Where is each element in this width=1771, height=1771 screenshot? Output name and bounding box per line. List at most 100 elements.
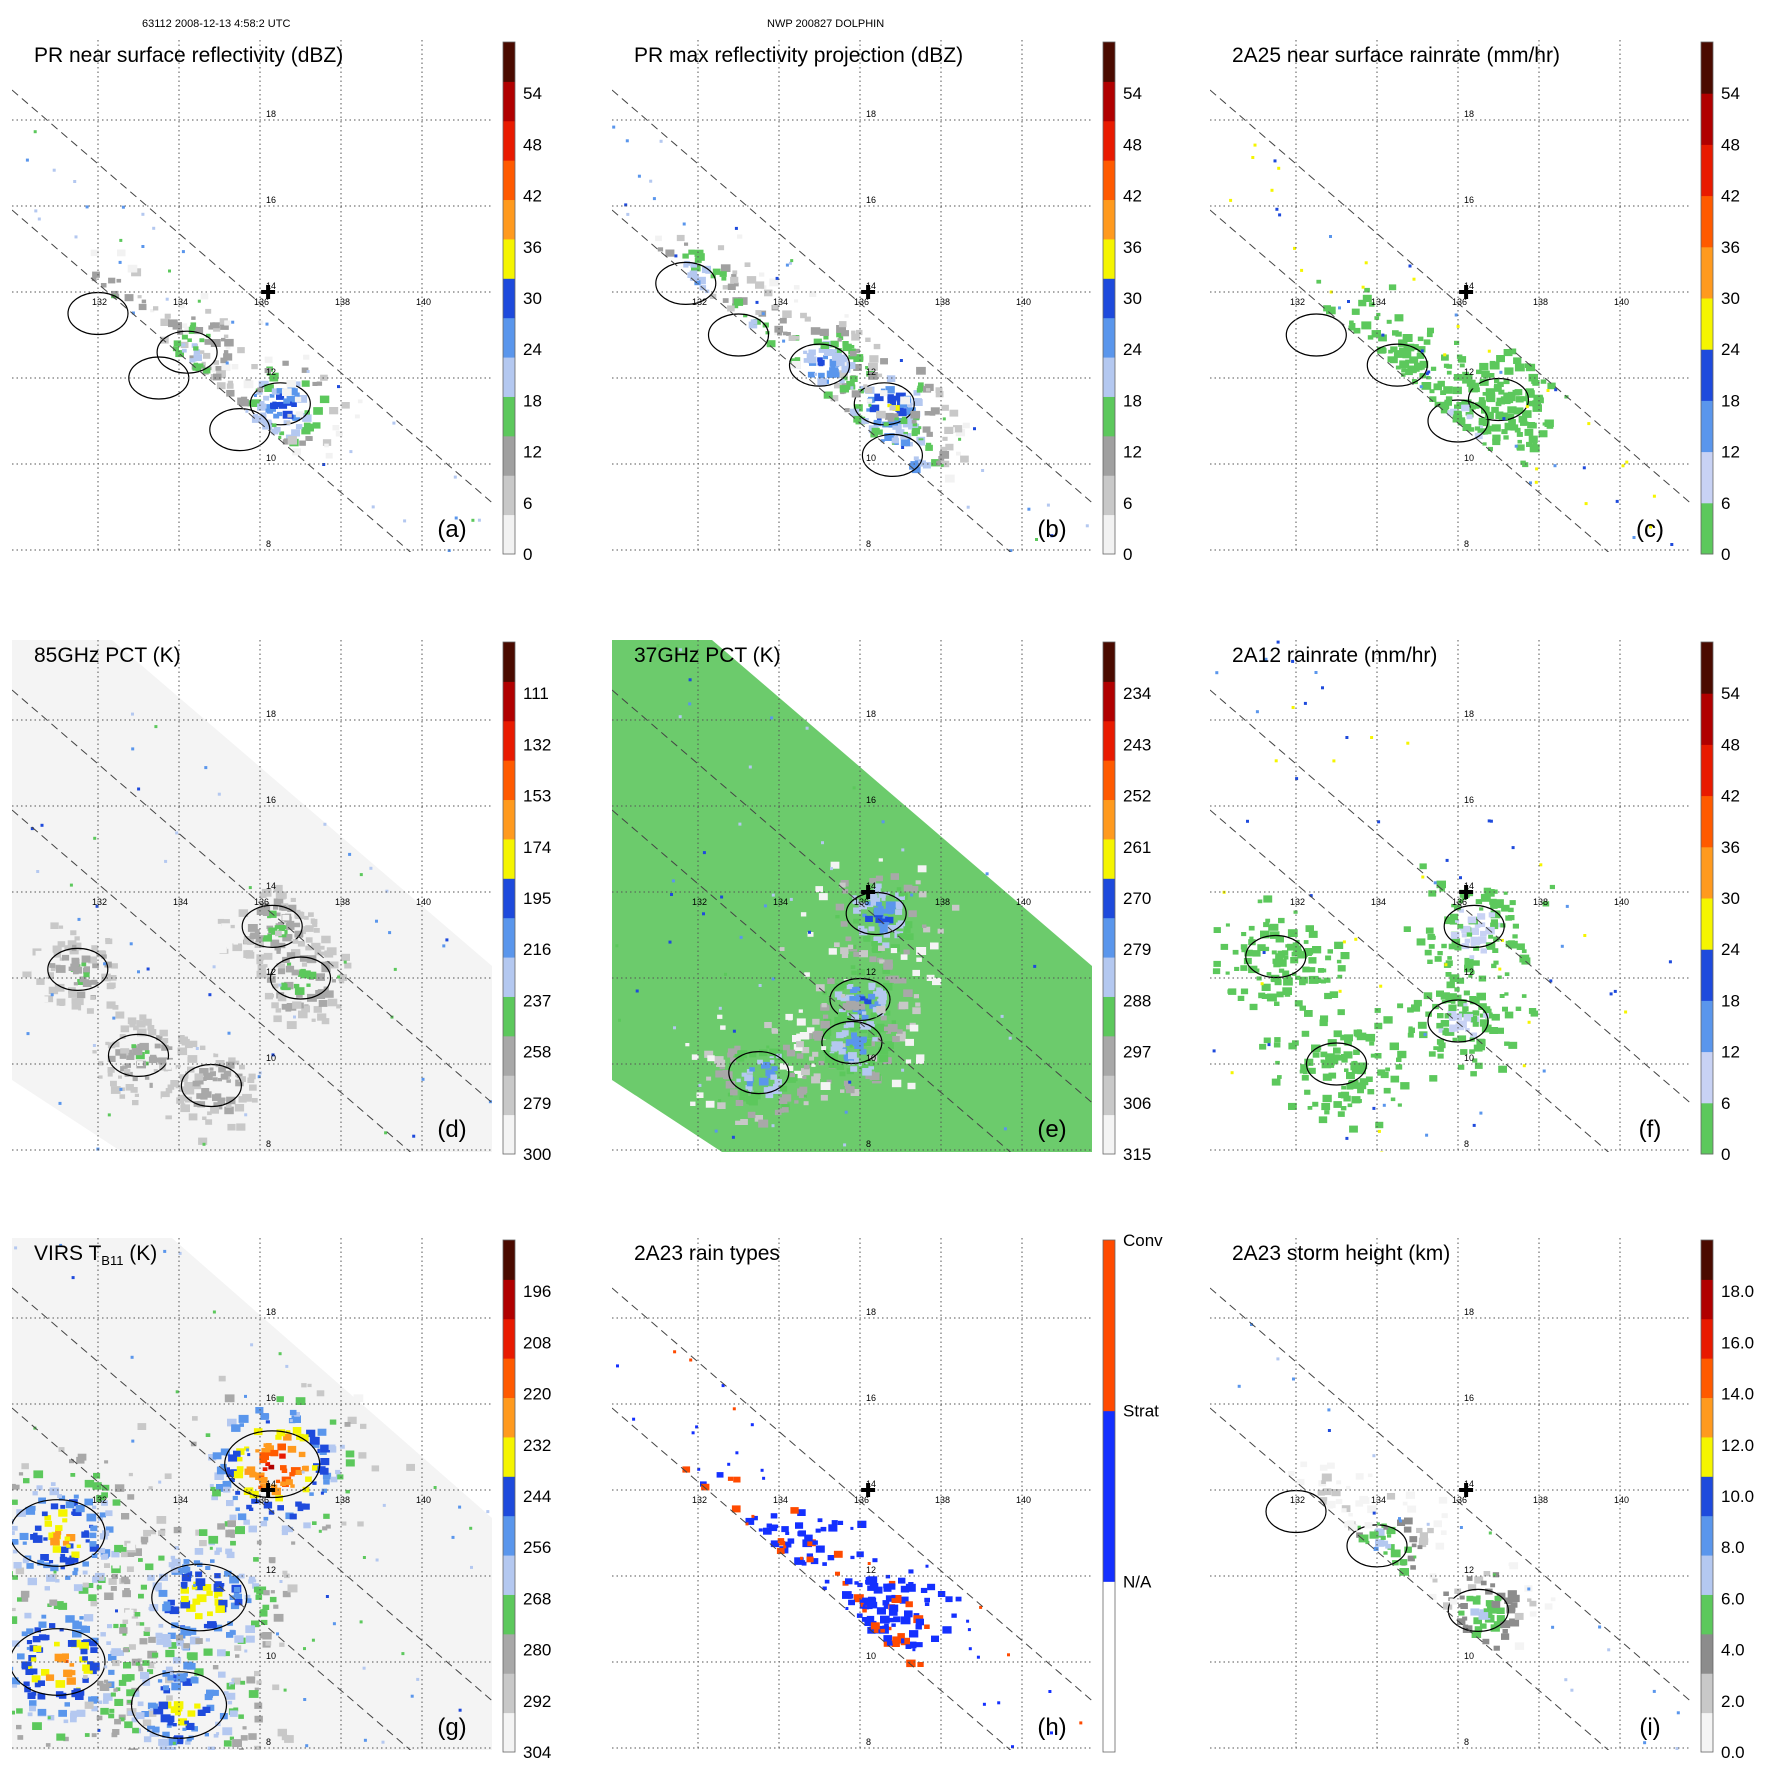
data-pixel [108,982,116,989]
data-pixel [67,1640,77,1647]
data-pixel [32,1722,42,1730]
data-pixel [878,942,883,947]
data-pixel [271,1053,275,1057]
data-pixel [1482,392,1488,396]
data-pixel [688,702,692,706]
data-pixel [779,1063,788,1070]
data-pixel [1445,396,1453,402]
data-pixel [215,877,226,886]
data-pixel [883,962,893,970]
data-pixel [177,1020,186,1028]
data-pixel [894,416,899,421]
colorbar-segment [1103,199,1115,240]
data-pixel [254,940,264,948]
data-pixel [129,1022,136,1028]
data-pixel [323,1479,330,1485]
data-pixel [1333,1101,1342,1108]
data-pixel [804,1534,813,1542]
data-pixel [1501,429,1508,435]
data-pixel [1403,1526,1412,1533]
data-pixel [1427,370,1431,374]
data-pixel [1503,435,1509,440]
data-pixel [838,370,848,379]
data-pixel [875,917,883,923]
data-pixel [1508,907,1514,913]
data-pixel [1528,373,1538,382]
data-pixel [1474,1062,1483,1069]
data-pixel [1425,1133,1429,1137]
tick-label-lon: 134 [173,897,188,907]
data-pixel [678,648,682,652]
data-pixel [818,893,828,901]
data-pixel [355,954,362,960]
data-pixel [115,1011,125,1019]
data-pixel [940,463,944,467]
data-pixel [1373,1546,1379,1551]
data-pixel [5,1645,11,1650]
tick-label-lat: 10 [266,1651,276,1661]
data-pixel [250,1343,254,1347]
data-pixel [1535,467,1539,471]
data-pixel [111,290,119,297]
data-pixel [276,1429,286,1437]
data-pixel [695,1425,699,1429]
data-pixel [717,1014,723,1019]
colorbar-segment [503,760,515,801]
data-pixel [823,355,828,360]
data-pixel [93,836,97,840]
tick-label-lon: 134 [1371,897,1386,907]
data-pixel [682,1466,691,1473]
data-pixel [294,930,304,938]
data-pixel [58,1101,62,1105]
data-pixel [76,991,86,999]
data-pixel [1407,1555,1415,1562]
colorbar-segment [503,238,515,279]
data-pixel [766,1523,772,1528]
data-pixel [185,1722,195,1730]
data-pixel [1011,1745,1014,1749]
colorbar-tick-label: 54 [1721,84,1740,103]
data-pixel [809,1056,814,1061]
data-pixel [134,1612,141,1617]
data-pixel [889,418,898,426]
data-pixel [12,990,19,996]
data-pixel [1308,957,1317,964]
panel-h: 132134136138140142810121416182A23 rain t… [612,1231,1163,1753]
data-pixel [183,1566,191,1573]
tick-label-lon: 140 [416,897,431,907]
data-pixel [58,1509,68,1517]
data-pixel [148,1486,153,1490]
data-pixel [813,338,822,346]
data-pixel [1368,302,1375,307]
data-pixel [306,955,317,963]
data-pixel [1500,923,1506,928]
data-pixel [1504,992,1509,996]
data-pixel [910,893,914,897]
data-pixel [37,1708,47,1716]
data-pixel [71,1002,82,1011]
data-pixel [1270,188,1274,192]
data-pixel [286,379,297,388]
tick-label-lon: 132 [1290,297,1305,307]
data-pixel [248,1576,256,1582]
data-pixel [1046,503,1050,507]
data-pixel [29,1700,37,1707]
data-pixel [846,1021,852,1027]
data-pixel [131,1044,137,1048]
data-pixel [285,965,295,973]
data-pixel [1395,365,1401,370]
data-pixel [1461,399,1468,405]
colorbar-segment [1701,949,1713,1001]
data-pixel [1340,1034,1348,1041]
data-pixel [616,1364,619,1368]
data-pixel [321,1018,330,1025]
colorbar-tick-label: 48 [1721,135,1740,154]
data-pixel [155,1632,163,1639]
colorbar-tick-label: 12 [1721,1043,1740,1062]
data-pixel [748,321,758,329]
data-pixel [876,901,882,907]
data-pixel [207,1611,213,1617]
tick-label-lat: 14 [1464,1479,1474,1489]
data-pixel [1457,1020,1467,1029]
data-pixel [1509,1562,1519,1570]
